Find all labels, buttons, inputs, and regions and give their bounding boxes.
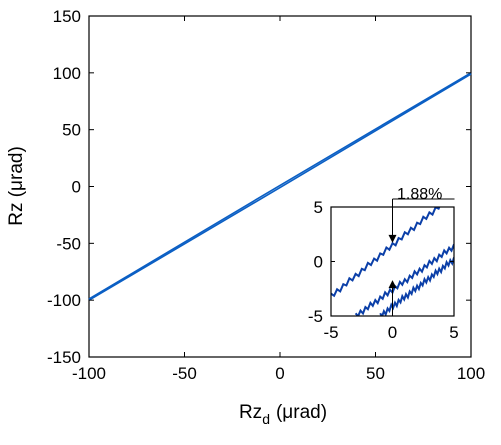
inset-x-tick-label: -5 — [323, 323, 338, 342]
y-tick-label: 0 — [72, 178, 81, 197]
inset-y-tick-label: 5 — [314, 198, 323, 217]
y-tick-label: 50 — [62, 121, 81, 140]
x-axis-label-unit: (μrad) — [276, 402, 327, 423]
inset-y-tick-label: -5 — [308, 307, 323, 326]
x-tick-label: 50 — [366, 364, 385, 383]
y-tick-label: 150 — [53, 7, 81, 26]
annotation-arrow-bottom-head — [388, 280, 397, 289]
main-series-group — [88, 72, 472, 301]
annotation-arrow-top-head — [388, 234, 397, 243]
inset-annotation-label: 1.88% — [397, 186, 442, 203]
y-tick-label: 100 — [53, 64, 81, 83]
x-tick-label: -100 — [72, 364, 106, 383]
inset-x-tick-label: 0 — [388, 323, 397, 342]
main-series-line-1 — [88, 72, 472, 300]
inset-x-tick-label: 5 — [449, 323, 458, 342]
inset-series-line-1 — [331, 207, 441, 298]
x-tick-label: 0 — [275, 364, 284, 383]
x-tick-label: -50 — [172, 364, 197, 383]
x-tick-label: 100 — [457, 364, 485, 383]
inset-series-line-2 — [354, 243, 454, 316]
inset-annotation — [388, 198, 455, 316]
main-series-line-2 — [88, 73, 472, 301]
inset-ticks-group: -5 0 5 5 0 -5 — [308, 198, 459, 342]
y-tick-label: -50 — [56, 234, 81, 253]
x-axis-label: Rzd (μrad) — [239, 402, 327, 427]
inset-y-tick-label: 0 — [314, 253, 323, 272]
y-axis-label: Rz (μrad) — [6, 146, 27, 226]
y-tick-label: -100 — [47, 291, 81, 310]
y-tick-label: -150 — [47, 348, 81, 367]
x-axis-label-subscript: d — [262, 411, 270, 427]
x-axis-label-main: Rz — [239, 402, 262, 423]
